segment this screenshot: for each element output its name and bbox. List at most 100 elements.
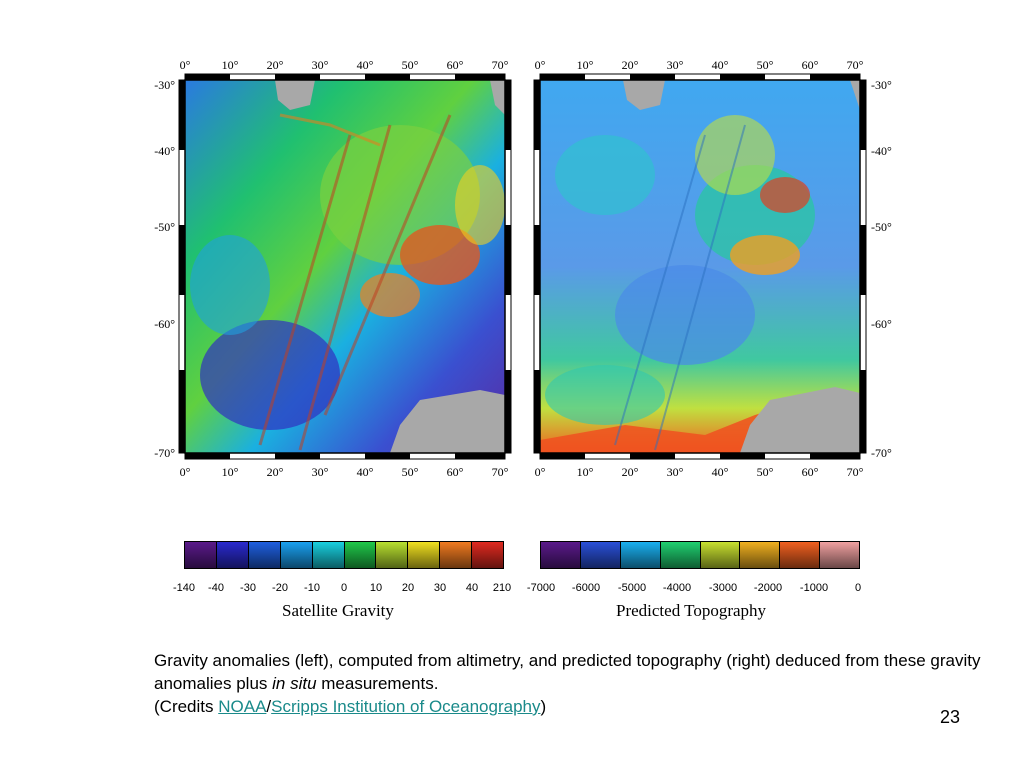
- lon-label: 20°: [622, 465, 639, 479]
- colorbar-segment: [440, 542, 473, 568]
- colorbar-segment: [541, 542, 581, 568]
- lon-label: 20°: [267, 58, 284, 72]
- colorbar-tick: 30: [433, 582, 447, 594]
- lat-label: -40°: [154, 144, 175, 158]
- colorbar-segment: [820, 542, 859, 568]
- colorbar-tick: 10: [369, 582, 383, 594]
- lon-label: 20°: [267, 465, 284, 479]
- colorbar-segment: [660, 542, 701, 568]
- lon-label: 60°: [802, 58, 819, 72]
- lon-label: 20°: [622, 58, 639, 72]
- caption-italic: in situ: [272, 674, 317, 693]
- colorbar-tick: -140: [172, 582, 196, 594]
- colorbar-segment: [344, 542, 377, 568]
- lon-label: 60°: [802, 465, 819, 479]
- colorbar-segment: [472, 542, 504, 568]
- lon-label: 0°: [535, 58, 546, 72]
- colorbar-tick: 0: [854, 582, 862, 594]
- lon-label: 0°: [535, 465, 546, 479]
- colorbar-tick: -6000: [571, 582, 601, 594]
- scripps-link[interactable]: Scripps Institution of Oceanography: [271, 697, 541, 716]
- topography-map-panel: 0° 10° 20° 30° 40° 50° 60° 70° 0° 10° 20…: [505, 55, 905, 480]
- topography-colorbar-strip: [540, 541, 860, 569]
- gravity-colorbar: -140 -40 -30 -20 -10 0 10 20 30 40 210 S…: [173, 541, 511, 631]
- topography-map: 0° 10° 20° 30° 40° 50° 60° 70° 0° 10° 20…: [533, 58, 892, 479]
- colorbar-tick: -10: [304, 582, 320, 594]
- colorbar-segment: [580, 542, 621, 568]
- lon-label: 30°: [312, 465, 329, 479]
- colorbar-tick: -4000: [662, 582, 692, 594]
- page-number: 23: [940, 707, 961, 727]
- lon-label: 0°: [180, 58, 191, 72]
- lon-label: 50°: [402, 58, 419, 72]
- lat-label: -40°: [871, 144, 892, 158]
- gravity-colorbar-strip: [184, 541, 504, 569]
- lon-label: 40°: [712, 465, 729, 479]
- credits-prefix: (Credits: [154, 697, 219, 716]
- lon-label: 0°: [180, 465, 191, 479]
- lon-label: 10°: [222, 465, 239, 479]
- gravity-colorbar-ticks: -140 -40 -30 -20 -10 0 10 20 30 40 210: [173, 582, 511, 596]
- colorbar-tick: -7000: [526, 582, 556, 594]
- caption-text-end: measurements.: [316, 674, 439, 693]
- colorbar-tick: -1000: [799, 582, 829, 594]
- topography-colorbar-title: Predicted Topography: [616, 601, 767, 620]
- lat-label: -60°: [871, 317, 892, 331]
- colorbar-segment: [312, 542, 345, 568]
- lon-label: 30°: [667, 465, 684, 479]
- colorbar-tick: 20: [401, 582, 415, 594]
- topography-colorbar-ticks: -7000 -6000 -5000 -4000 -3000 -2000 -100…: [527, 582, 870, 596]
- lat-label: -30°: [154, 78, 175, 92]
- lat-label: -70°: [871, 446, 892, 460]
- lon-label: 10°: [577, 58, 594, 72]
- lat-label: -30°: [871, 78, 892, 92]
- lon-label: 50°: [757, 465, 774, 479]
- credits-slash: /: [266, 697, 272, 716]
- lon-label: 30°: [667, 58, 684, 72]
- lon-label: 60°: [447, 465, 464, 479]
- lon-label: 40°: [357, 58, 374, 72]
- colorbar-segment: [376, 542, 409, 568]
- lon-label: 70°: [847, 58, 864, 72]
- colorbar-tick: -40: [208, 582, 224, 594]
- colorbar-tick: 0: [340, 582, 348, 594]
- lon-label: 40°: [357, 465, 374, 479]
- lon-label: 70°: [847, 465, 864, 479]
- colorbar-tick: -5000: [617, 582, 647, 594]
- lon-label: 70°: [492, 465, 509, 479]
- lon-label: 40°: [712, 58, 729, 72]
- lat-label: -50°: [871, 220, 892, 234]
- colorbar-segment: [216, 542, 249, 568]
- colorbar-tick: 210: [492, 582, 512, 594]
- lon-label: 30°: [312, 58, 329, 72]
- colorbar-tick: -3000: [708, 582, 738, 594]
- lon-label: 10°: [577, 465, 594, 479]
- lon-label: 50°: [402, 465, 419, 479]
- colorbar-segment: [185, 542, 217, 568]
- colorbar-segment: [408, 542, 441, 568]
- lon-label: 10°: [222, 58, 239, 72]
- colorbar-tick: -30: [240, 582, 256, 594]
- figure-caption: Gravity anomalies (left), computed from …: [154, 649, 984, 718]
- colorbar-tick: -2000: [753, 582, 783, 594]
- gravity-colorbar-title: Satellite Gravity: [282, 601, 394, 620]
- colorbar-segment: [248, 542, 281, 568]
- lat-label: -70°: [154, 446, 175, 460]
- gravity-map: 0° 10° 20° 30° 40° 50° 60° 70° 0° 10° 20…: [154, 58, 512, 479]
- colorbar-segment: [740, 542, 781, 568]
- colorbar-segment: [700, 542, 741, 568]
- lat-label: -60°: [154, 317, 175, 331]
- colorbar-tick: -20: [272, 582, 288, 594]
- noaa-link[interactable]: NOAA: [218, 697, 267, 716]
- colorbar-segment: [780, 542, 821, 568]
- gravity-map-panel: 0° 10° 20° 30° 40° 50° 60° 70° 0° 10° 20…: [150, 55, 525, 480]
- colorbar-tick: 40: [465, 582, 479, 594]
- lat-label: -50°: [154, 220, 175, 234]
- colorbar-segment: [620, 542, 661, 568]
- lon-label: 50°: [757, 58, 774, 72]
- credits-suffix: ): [540, 697, 547, 716]
- colorbar-segment: [280, 542, 313, 568]
- lon-label: 70°: [492, 58, 509, 72]
- caption-text: Gravity anomalies (left), computed from …: [154, 651, 981, 693]
- topography-colorbar: -7000 -6000 -5000 -4000 -3000 -2000 -100…: [527, 541, 870, 631]
